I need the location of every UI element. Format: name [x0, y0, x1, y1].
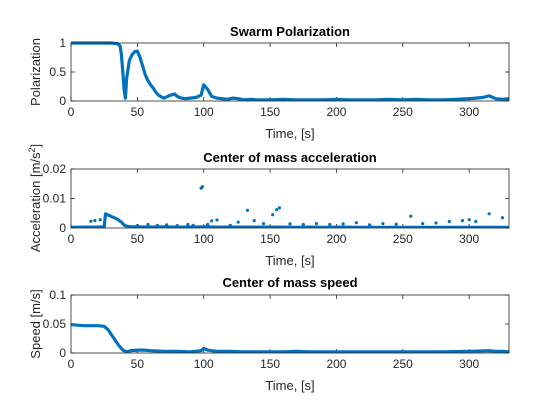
speed-plot-area: 0 50 100 150 200 250 300 0 0.05 0.1: [43, 288, 510, 371]
acceleration-data-point: [215, 218, 219, 222]
acceleration-xtick-label: 250: [393, 232, 413, 246]
speed-xtick-label: 100: [194, 357, 214, 371]
acceleration-axes-box: [70, 168, 510, 229]
speed-ylabel: Speed [m/s]: [28, 289, 43, 358]
acceleration-xtick-label: 100: [194, 232, 214, 246]
acceleration-data-point: [245, 208, 250, 212]
acceleration-data-point: [275, 208, 279, 212]
acceleration-data-point: [175, 224, 179, 228]
acceleration-data-point: [210, 219, 214, 223]
speed-ytick-label: 0.1: [49, 288, 66, 302]
polarization-xlabel: Time, [s]: [265, 126, 314, 141]
acceleration-data-point: [500, 216, 504, 220]
acceleration-ytick-label: 0: [59, 221, 66, 235]
acceleration-data-point: [146, 222, 150, 227]
acceleration-data-point: [206, 222, 210, 227]
acceleration-ytick-label: 0.02: [43, 162, 67, 176]
speed-series-line: [71, 323, 509, 353]
speed-ytick-label: 0: [59, 346, 66, 360]
acceleration-xtick-label: 300: [459, 232, 479, 246]
acceleration-data-point: [165, 223, 169, 227]
acceleration-data-point: [155, 223, 159, 227]
acceleration-xtick-label: 200: [326, 232, 346, 246]
speed-xtick-label: 200: [326, 357, 346, 371]
acceleration-data-point: [409, 214, 413, 218]
acceleration-data-point: [261, 222, 266, 226]
acceleration-data-point: [135, 224, 139, 228]
polarization-ytick-label: 0.5: [49, 65, 66, 79]
acceleration-data-point: [236, 220, 240, 224]
acceleration-data-point: [368, 223, 372, 227]
acceleration-data-point: [89, 219, 93, 223]
acceleration-data-point: [394, 222, 398, 226]
acceleration-data-point: [301, 222, 305, 227]
acceleration-data-point: [421, 222, 425, 226]
speed-ytick-label: 0.05: [43, 317, 67, 331]
acceleration-data-point: [288, 222, 292, 226]
acceleration-data-point: [474, 219, 478, 224]
acceleration-data-point: [447, 219, 451, 224]
speed-xlabel: Time, [s]: [265, 378, 314, 393]
acceleration-data-point: [314, 222, 319, 226]
acceleration-data-point: [228, 223, 232, 227]
acceleration-title: Center of mass acceleration: [203, 150, 376, 165]
polarization-xtick-label: 200: [326, 105, 346, 119]
acceleration-xlabel: Time, [s]: [265, 253, 314, 268]
polarization-series-line: [71, 41, 509, 101]
acceleration-ylabel-sup: 2: [27, 147, 37, 152]
acceleration-data-point: [252, 219, 256, 223]
speed-xtick-label: 0: [68, 357, 75, 371]
acceleration-data-point: [341, 222, 345, 226]
acceleration-ylabel: Acceleration [m/s2]: [27, 144, 43, 252]
polarization-xtick-label: 100: [194, 105, 214, 119]
speed-xtick-label: 300: [459, 357, 479, 371]
polarization-title: Swarm Polarization: [230, 24, 350, 39]
polarization-subplot: Swarm Polarization Time, [s] Polarizatio…: [28, 24, 510, 141]
acceleration-data-point: [93, 219, 97, 223]
acceleration-data-point: [191, 223, 195, 227]
speed-axes-box: [70, 294, 510, 354]
speed-subplot: Center of mass speed Time, [s] Speed [m/…: [28, 275, 510, 393]
acceleration-data-point: [328, 222, 332, 227]
acceleration-data-point: [186, 222, 190, 227]
acceleration-data-point: [271, 213, 275, 217]
speed-xtick-label: 150: [260, 357, 280, 371]
acceleration-data-point: [381, 222, 385, 226]
acceleration-xtick-label: 150: [260, 232, 280, 246]
acceleration-ylabel-main: Acceleration [m/s: [28, 152, 43, 252]
acceleration-data-point: [487, 212, 491, 216]
acceleration-data-point: [354, 221, 358, 225]
polarization-ytick-label: 1: [59, 36, 66, 50]
speed-xtick-label: 50: [131, 357, 145, 371]
acceleration-data-point: [467, 218, 471, 222]
acceleration-data-point: [200, 185, 204, 189]
polarization-xtick-label: 150: [260, 105, 280, 119]
acceleration-plot-area: 0 50 100 150 200 250 300 0 0.01 0.02: [43, 162, 510, 246]
acceleration-xtick-label: 50: [131, 232, 145, 246]
acceleration-data-point: [277, 206, 281, 210]
acceleration-ylabel-end: ]: [28, 144, 43, 148]
polarization-axes-box: [70, 42, 510, 102]
polarization-xtick-label: 300: [459, 105, 479, 119]
polarization-xtick-label: 0: [68, 105, 75, 119]
speed-xtick-label: 250: [393, 357, 413, 371]
acceleration-ytick-label: 0.01: [43, 192, 67, 206]
polarization-xtick-label: 50: [131, 105, 145, 119]
polarization-ylabel: Polarization: [28, 38, 43, 106]
polarization-xtick-label: 250: [393, 105, 413, 119]
polarization-plot-area: 0 50 100 150 200 250 300 0 0.5 1: [49, 36, 510, 119]
acceleration-data-point: [98, 218, 102, 222]
acceleration-series-line: [71, 212, 509, 228]
speed-title: Center of mass speed: [222, 275, 357, 290]
acceleration-subplot: Center of mass acceleration Time, [s] Ac…: [27, 144, 510, 268]
acceleration-xtick-label: 0: [68, 232, 75, 246]
polarization-ytick-label: 0: [59, 94, 66, 108]
acceleration-data-point: [434, 221, 438, 225]
acceleration-data-point: [460, 219, 465, 223]
